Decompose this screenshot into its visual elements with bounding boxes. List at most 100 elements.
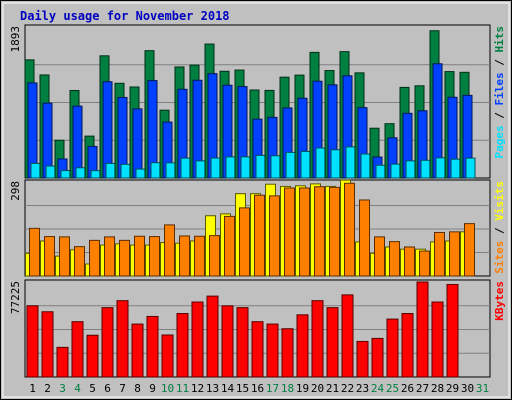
bar-pages-day-2 xyxy=(45,165,56,179)
y-max-label: 77225 xyxy=(9,281,22,314)
bar-kbytes-day-5 xyxy=(86,334,99,378)
x-tick-day-9: 9 xyxy=(149,382,156,395)
bar-sites-day-18 xyxy=(284,187,295,277)
panel-legend: Sites / Visits xyxy=(493,181,506,274)
bar-sites-day-12 xyxy=(194,235,205,277)
x-tick-day-20: 20 xyxy=(311,382,324,395)
bar-sites-day-30 xyxy=(464,223,475,277)
x-tick-day-27: 27 xyxy=(416,382,429,395)
bar-kbytes-day-3 xyxy=(56,346,69,378)
bar-sites-day-4 xyxy=(74,246,85,277)
bar-pages-day-22 xyxy=(345,146,356,179)
x-tick-day-5: 5 xyxy=(89,382,96,395)
bar-sites-day-28 xyxy=(434,231,445,277)
bar-kbytes-day-4 xyxy=(71,321,84,378)
bar-pages-day-3 xyxy=(60,170,71,179)
bar-pages-day-11 xyxy=(180,157,191,179)
bar-kbytes-day-9 xyxy=(146,315,159,378)
bar-kbytes-day-7 xyxy=(116,300,129,378)
panel-visits-sites: 298 Sites / Visits xyxy=(9,179,506,277)
bar-kbytes-day-2 xyxy=(41,311,54,378)
bar-pages-day-24 xyxy=(375,164,386,179)
bar-sites-day-19 xyxy=(299,187,310,277)
bar-sites-day-20 xyxy=(314,186,325,277)
x-tick-day-12: 12 xyxy=(191,382,204,395)
bar-sites-day-21 xyxy=(329,186,340,277)
bar-sites-day-11 xyxy=(179,235,190,277)
bar-kbytes-day-29 xyxy=(446,283,459,378)
bar-kbytes-day-12 xyxy=(191,301,204,378)
bar-sites-day-26 xyxy=(404,246,415,277)
bar-kbytes-day-21 xyxy=(326,307,339,378)
x-tick-day-1: 1 xyxy=(29,382,36,395)
bar-pages-day-12 xyxy=(195,160,206,179)
bar-kbytes-day-18 xyxy=(281,328,294,378)
bar-sites-day-15 xyxy=(239,207,250,277)
bar-sites-day-5 xyxy=(89,239,100,277)
legend-visits: Visits xyxy=(493,181,506,221)
bar-pages-day-13 xyxy=(210,157,221,179)
bar-kbytes-day-15 xyxy=(236,307,249,378)
bar-pages-day-26 xyxy=(405,160,416,179)
bar-sites-day-27 xyxy=(419,250,430,277)
legend-files: Files xyxy=(493,72,506,105)
bar-kbytes-day-23 xyxy=(356,340,369,378)
x-tick-day-21: 21 xyxy=(326,382,339,395)
x-tick-day-10: 10 xyxy=(161,382,174,395)
bar-pages-day-30 xyxy=(465,157,476,179)
bar-sites-day-3 xyxy=(59,236,70,277)
bar-sites-day-14 xyxy=(224,215,235,277)
x-tick-day-28: 28 xyxy=(431,382,444,395)
legend-pages: Pages xyxy=(493,125,506,158)
bar-kbytes-day-27 xyxy=(416,281,429,378)
bar-sites-day-8 xyxy=(134,235,145,277)
x-tick-day-17: 17 xyxy=(266,382,279,395)
bar-sites-day-10 xyxy=(164,224,175,277)
x-tick-day-8: 8 xyxy=(134,382,141,395)
bar-pages-day-9 xyxy=(150,162,161,179)
x-tick-day-25: 25 xyxy=(386,382,399,395)
bar-sites-day-25 xyxy=(389,241,400,277)
bar-kbytes-day-19 xyxy=(296,314,309,378)
bar-pages-day-28 xyxy=(435,157,446,179)
panel-legend: KBytes xyxy=(493,281,506,321)
bar-pages-day-25 xyxy=(390,163,401,179)
bar-sites-day-7 xyxy=(119,239,130,277)
bar-kbytes-day-20 xyxy=(311,300,324,378)
bar-sites-day-2 xyxy=(44,236,55,277)
y-max-label: 1893 xyxy=(9,26,22,53)
bar-pages-day-27 xyxy=(420,159,431,179)
x-tick-day-26: 26 xyxy=(401,382,414,395)
bar-kbytes-day-8 xyxy=(131,323,144,378)
x-tick-day-4: 4 xyxy=(74,382,81,395)
panel-legend: Pages / Files / Hits xyxy=(493,26,506,159)
legend-sites: Sites xyxy=(493,241,506,274)
legend-separator: / xyxy=(493,53,506,73)
bar-pages-day-17 xyxy=(270,155,281,179)
bar-sites-day-22 xyxy=(344,182,355,277)
x-tick-day-16: 16 xyxy=(251,382,264,395)
x-tick-day-14: 14 xyxy=(221,382,235,395)
bar-pages-day-23 xyxy=(360,153,371,179)
x-tick-day-30: 30 xyxy=(461,382,474,395)
bar-pages-day-16 xyxy=(255,154,266,179)
x-tick-day-31: 31 xyxy=(476,382,489,395)
bar-kbytes-day-25 xyxy=(386,318,399,378)
bar-sites-day-24 xyxy=(374,236,385,277)
x-tick-day-15: 15 xyxy=(236,382,249,395)
bar-pages-day-5 xyxy=(90,170,101,179)
x-tick-day-18: 18 xyxy=(281,382,294,395)
x-tick-day-7: 7 xyxy=(119,382,126,395)
bar-kbytes-day-13 xyxy=(206,295,219,378)
bar-kbytes-day-26 xyxy=(401,313,414,378)
legend-separator: / xyxy=(493,221,506,241)
panels-group: 1893 Pages / Files / Hits 298 Sites / Visit… xyxy=(9,24,506,378)
bar-pages-day-6 xyxy=(105,162,116,179)
bar-sites-day-17 xyxy=(269,195,280,277)
bar-pages-day-10 xyxy=(165,162,176,179)
bar-kbytes-day-6 xyxy=(101,307,114,378)
x-tick-day-13: 13 xyxy=(206,382,219,395)
panel-hits-files-pages: 1893 Pages / Files / Hits xyxy=(9,24,506,179)
bar-kbytes-day-16 xyxy=(251,321,264,378)
